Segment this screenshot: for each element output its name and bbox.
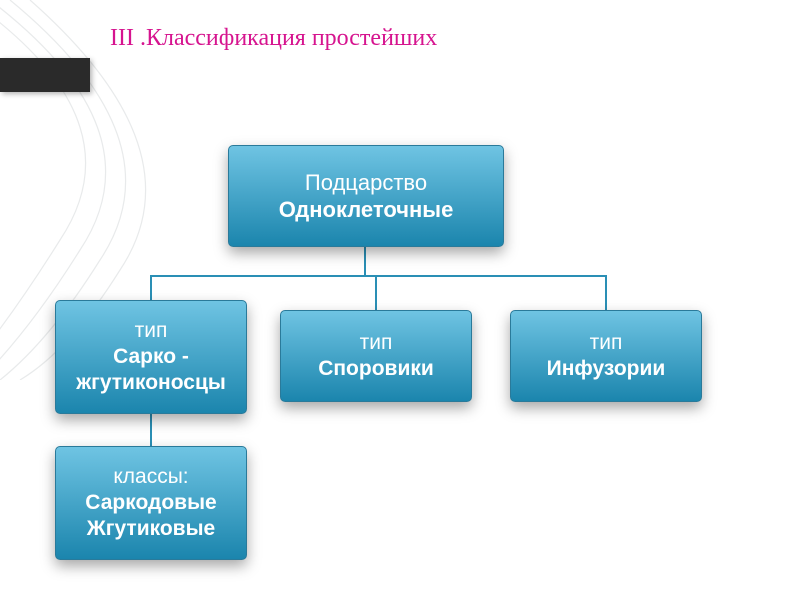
node-label-bold: жгутиконосцы: [76, 370, 226, 396]
node-label-bold: Сарко -: [76, 344, 226, 370]
node-classes: классы: Саркодовые Жгутиковые: [55, 446, 247, 560]
node-label-bold: Жгутиковые: [85, 516, 216, 542]
connector: [375, 275, 377, 310]
node-type3: тип Инфузории: [510, 310, 702, 402]
node-label: Подцарство: [279, 169, 454, 197]
node-label: классы:: [85, 464, 216, 490]
connector: [150, 275, 605, 277]
node-label-bold: Инфузории: [547, 356, 666, 382]
node-root: Подцарство Одноклеточные: [228, 145, 504, 247]
connector: [150, 412, 152, 446]
node-label: тип: [318, 330, 434, 356]
connector: [364, 245, 366, 275]
decor-bar: [0, 58, 90, 92]
node-label-bold: Саркодовые: [85, 490, 216, 516]
slide-title: III .Классификация простейших: [110, 25, 437, 52]
node-label: тип: [547, 330, 666, 356]
slide-canvas: III .Классификация простейших Подцарство…: [0, 0, 800, 600]
connector: [150, 275, 152, 300]
node-type2: тип Споровики: [280, 310, 472, 402]
node-label-bold: Споровики: [318, 356, 434, 382]
node-label-bold: Одноклеточные: [279, 196, 454, 224]
node-label: тип: [76, 318, 226, 344]
connector: [605, 275, 607, 310]
node-type1: тип Сарко - жгутиконосцы: [55, 300, 247, 414]
